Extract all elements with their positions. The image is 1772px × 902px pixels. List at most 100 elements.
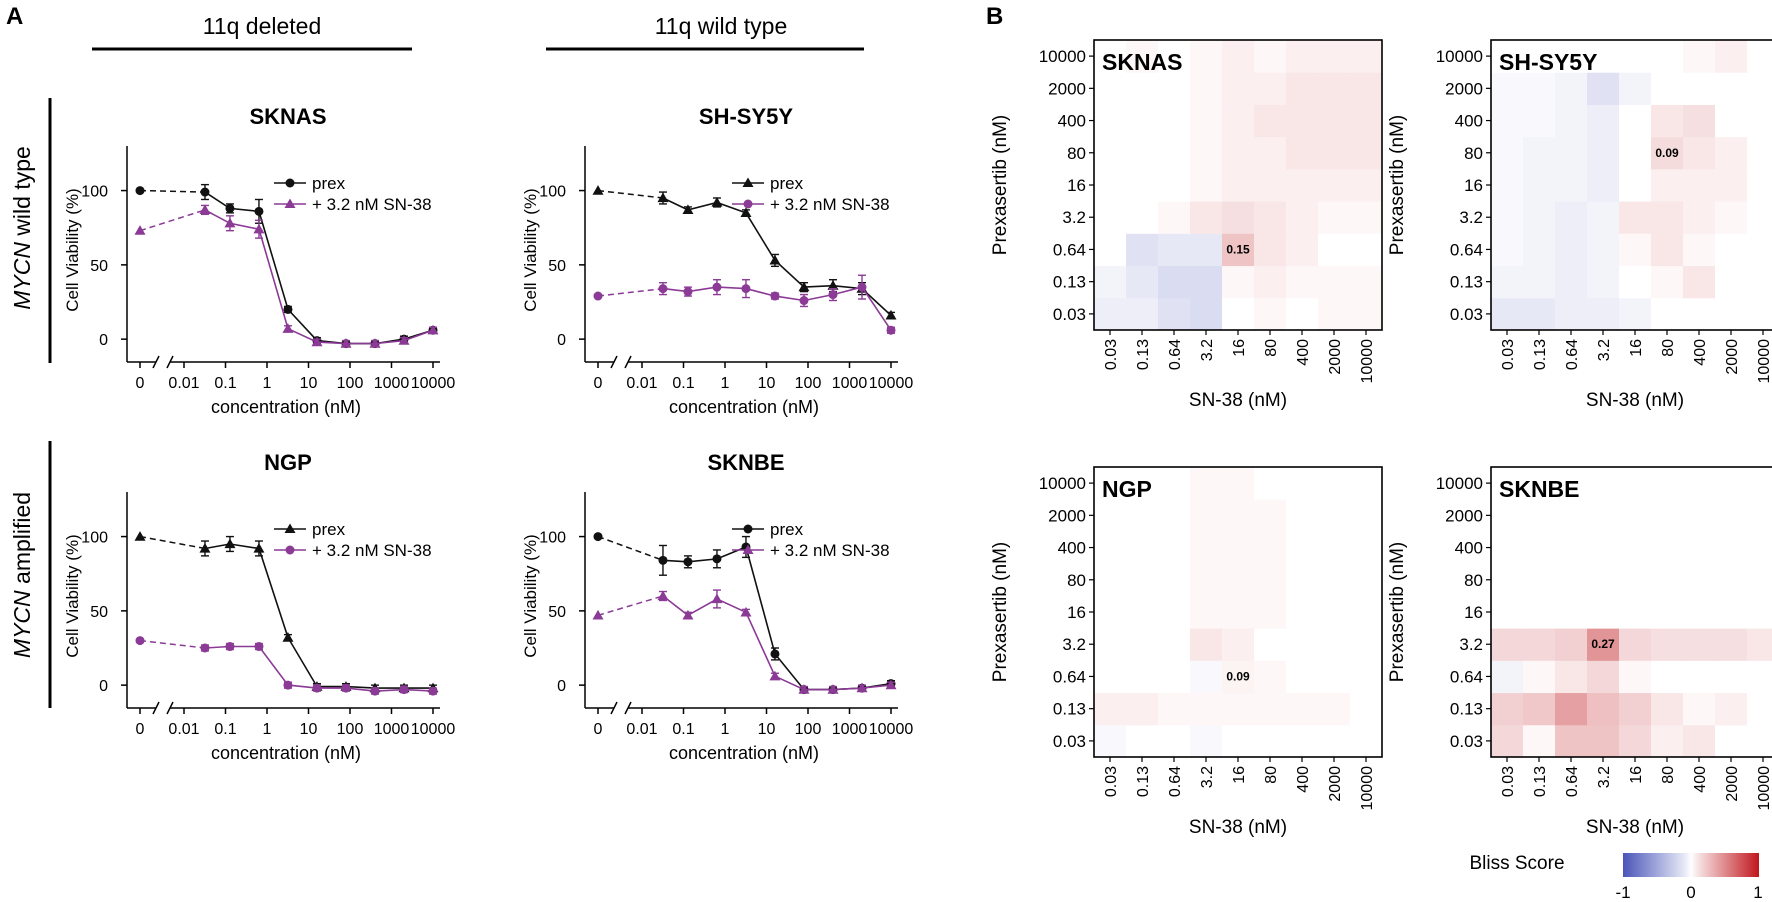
heatmap-cell [1350, 297, 1383, 331]
heatmap-cell [1094, 724, 1127, 758]
x-tick-label: 0.03 [1103, 766, 1120, 797]
heatmap-cell [1254, 297, 1287, 331]
axis-break [166, 355, 174, 369]
x-tick-label: 10 [300, 375, 318, 392]
series-line-dashed [139, 535, 206, 550]
heatmap-cell [1190, 104, 1223, 138]
x-tick-label: 0 [594, 721, 603, 738]
heatmap-cell [1747, 595, 1772, 629]
heatmap-cell [1523, 595, 1556, 629]
row-label-mycn-wild-type: MYCN wild type [9, 146, 35, 310]
x-tick-label: 80 [1660, 339, 1677, 357]
group-header-11q-wild-type: 11q wild type [655, 13, 788, 39]
legend-label: + 3.2 nM SN-38 [770, 541, 890, 560]
bliss-heatmaps: SKNAS 0.15 0.03 0.13 0.64 3.2 16 80 400 2000 10000… [990, 39, 1772, 838]
heatmap-cell [1158, 136, 1191, 170]
heatmap-cell [1683, 563, 1716, 597]
heatmap-cell [1619, 660, 1652, 694]
heatmap-cell [1190, 595, 1223, 629]
heatmap-cell [1619, 168, 1652, 202]
data-point [740, 207, 752, 217]
heatmap-cell [1318, 233, 1351, 267]
data-point [741, 284, 751, 294]
heatmap-cell [1286, 692, 1319, 726]
x-tick-label: 400 [1295, 766, 1312, 793]
x-tick-label: 10 [758, 721, 776, 738]
heatmap-cell [1587, 136, 1620, 170]
heatmap-cell [1350, 72, 1383, 105]
heatmap-cell [1523, 168, 1556, 202]
heatmap-cell [1491, 563, 1524, 597]
heatmap-cell [1651, 467, 1684, 500]
heatmap-cell [1523, 72, 1556, 105]
heatmap-cell [1286, 467, 1319, 500]
heatmap-cell [1190, 136, 1223, 170]
y-axis-label: Cell Viability (%) [521, 534, 540, 657]
heatmap-cell [1619, 265, 1652, 299]
y-tick-label: 0.64 [1053, 667, 1086, 686]
x-tick-label: 10000 [1359, 339, 1376, 384]
heatmap-cell [1254, 563, 1287, 597]
heatmap-cell [1555, 467, 1588, 500]
heatmap-cell [1491, 692, 1524, 726]
heatmap-cell [1190, 660, 1223, 694]
heatmap-cell [1286, 104, 1319, 138]
heatmap-cell [1747, 563, 1772, 597]
heatmap-cell [1683, 692, 1716, 726]
heatmap-cell [1555, 104, 1588, 138]
heatmap-cell [1126, 233, 1159, 267]
data-point [282, 632, 294, 642]
heatmap-cell [1190, 168, 1223, 202]
heatmap-cell [1350, 201, 1383, 234]
x-tick-label: 1000 [832, 721, 868, 738]
heatmap-cell [1126, 104, 1159, 138]
heatmap-cell [1286, 265, 1319, 299]
heatmap-cell [1254, 595, 1287, 629]
axis-break [624, 355, 632, 369]
data-point [283, 304, 293, 314]
heatmap-cell [1094, 168, 1127, 202]
heatmap-cell [1747, 233, 1772, 267]
heatmap-cell [1254, 499, 1287, 532]
heatmap-cell [1350, 628, 1383, 661]
heatmap-cell [1651, 40, 1684, 73]
x-tick-label: 80 [1660, 766, 1677, 784]
data-point [282, 323, 294, 333]
data-point [658, 555, 668, 565]
heatmap-cell [1254, 660, 1287, 694]
heatmap-cell [1619, 628, 1652, 661]
heatmap-sknbe: SKNBE 0.27 0.03 0.13 0.64 3.2 16 80 400 2000 10000… [1387, 466, 1772, 838]
data-point [857, 282, 867, 292]
x-axis-label: concentration (nM) [211, 397, 361, 417]
data-point [427, 324, 439, 335]
data-point [254, 206, 264, 216]
heatmap-cell [1286, 724, 1319, 758]
heatmap-cell [1222, 201, 1255, 234]
y-tick-label: 0 [99, 332, 108, 349]
heatmap-cell [1222, 72, 1255, 105]
heatmap-cell [1318, 168, 1351, 202]
x-tick-label: 0.03 [1103, 339, 1120, 370]
y-tick-label: 3.2 [1062, 208, 1086, 227]
heatmap-cell [1222, 265, 1255, 299]
x-tick-label: 0.13 [1532, 339, 1549, 370]
heatmap-title: NGP [1102, 476, 1152, 502]
heatmap-cell [1190, 692, 1223, 726]
data-point [398, 335, 410, 345]
x-tick-label: 10000 [869, 721, 914, 738]
y-tick-label: 80 [1067, 571, 1086, 590]
heatmap-cell [1747, 297, 1772, 331]
x-tick-label: 10000 [1359, 766, 1376, 811]
heatmap-cell [1350, 692, 1383, 726]
heatmap-cell [1158, 168, 1191, 202]
heatmap-cell [1158, 595, 1191, 629]
x-axis-label: SN-38 (nM) [1586, 817, 1684, 838]
data-point [225, 642, 235, 652]
heatmap-cell [1715, 297, 1748, 331]
heatmap-cell [1190, 724, 1223, 758]
heatmap-cell [1094, 136, 1127, 170]
data-point [399, 685, 409, 695]
heatmap-cell [1126, 265, 1159, 299]
data-point [370, 686, 380, 696]
heatmap-cell [1715, 40, 1748, 73]
